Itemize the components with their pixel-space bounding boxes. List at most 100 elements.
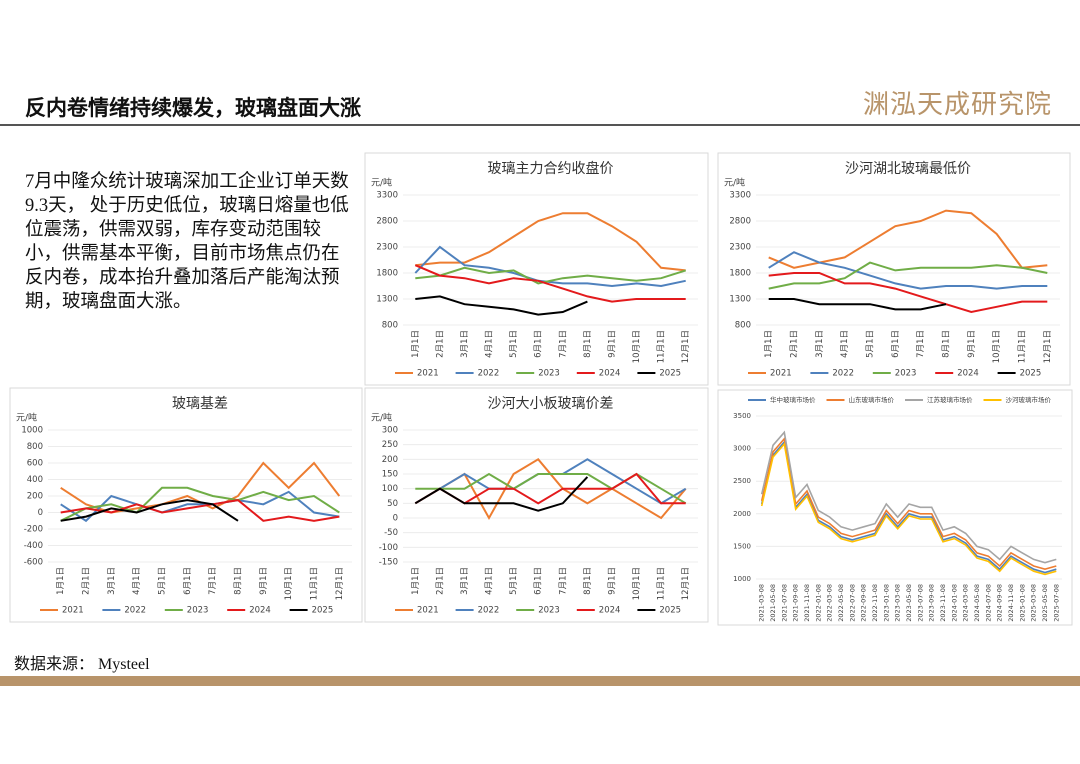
x-tick-label: 9月1日	[607, 330, 617, 358]
y-tick-label: 3300	[729, 191, 751, 201]
legend-label: 2023	[538, 369, 560, 379]
x-tick-label: 7月1日	[916, 330, 926, 358]
legend-label: 2024	[599, 606, 621, 616]
x-tick-label: 6月1日	[183, 567, 193, 595]
y-tick-label: 300	[382, 426, 398, 436]
legend-label: 2023	[895, 369, 917, 379]
legend-label: 山东玻璃市场价	[849, 395, 895, 404]
y-tick-label: 1000	[733, 575, 751, 583]
x-tick-label: 2022-09-08	[860, 584, 868, 622]
x-tick-label: 2025-01-08	[1018, 584, 1026, 622]
x-tick-label: 5月1日	[158, 567, 168, 595]
x-tick-label: 2023-11-08	[939, 584, 947, 622]
legend-label: 2025	[659, 606, 681, 616]
x-tick-label: 12月1日	[681, 567, 691, 600]
x-tick-label: 9月1日	[259, 567, 269, 595]
x-tick-label: 2022-07-08	[848, 584, 856, 622]
x-tick-label: 4月1日	[840, 330, 850, 358]
legend-label: 2024	[249, 606, 271, 616]
y-tick-label: 200	[27, 492, 43, 502]
chart-panel	[717, 389, 1073, 626]
y-tick-label: 0	[38, 508, 43, 518]
x-tick-label: 2023-05-08	[905, 584, 913, 622]
x-tick-label: 9月1日	[607, 567, 617, 595]
x-tick-label: 2023-03-08	[894, 584, 902, 622]
x-tick-label: 6月1日	[534, 330, 544, 358]
series-line	[768, 272, 1048, 314]
y-tick-label: 800	[382, 321, 398, 331]
x-tick-label: 2024-07-08	[984, 584, 992, 622]
x-tick-label: 1月1日	[764, 330, 774, 358]
y-tick-label: -150	[379, 558, 398, 568]
y-tick-label: -50	[384, 528, 398, 538]
x-tick-label: 4月1日	[485, 330, 495, 358]
x-tick-label: 2024-01-08	[950, 584, 958, 622]
chart-title: 玻璃主力合约收盘价	[488, 160, 614, 177]
y-tick-label: -200	[24, 525, 43, 535]
chart-panel	[364, 387, 709, 623]
x-tick-label: 7月1日	[558, 567, 568, 595]
y-tick-label: 250	[382, 440, 398, 450]
y-tick-label: 400	[27, 475, 43, 485]
x-tick-label: 5月1日	[509, 330, 519, 358]
x-tick-label: 1月1日	[411, 567, 421, 595]
y-tick-label: 2300	[729, 243, 751, 253]
y-tick-label: 1500	[733, 542, 751, 550]
x-tick-label: 7月1日	[208, 567, 218, 595]
series-line	[768, 261, 1048, 290]
x-tick-label: 5月1日	[509, 567, 519, 595]
series-line	[415, 266, 687, 285]
y-tick-label: -400	[24, 541, 43, 551]
x-tick-label: 2月1日	[435, 567, 445, 595]
chart-title: 沙河湖北玻璃最低价	[845, 160, 971, 177]
legend-label: 2023	[187, 606, 209, 616]
y-tick-label: 1800	[729, 269, 751, 279]
legend-label: 2024	[957, 369, 979, 379]
x-tick-label: 8月1日	[583, 567, 593, 595]
legend-label: 华中玻璃市场价	[770, 395, 816, 404]
y-tick-label: 1300	[729, 295, 751, 305]
series-line	[414, 245, 686, 288]
x-tick-label: 2021-03-08	[758, 584, 766, 622]
x-tick-label: 2021-05-08	[769, 584, 777, 622]
x-tick-label: 2月1日	[790, 330, 800, 358]
y-tick-label: -100	[379, 543, 398, 553]
x-tick-label: 2025-03-08	[1030, 584, 1038, 622]
x-tick-label: 2023-09-08	[928, 584, 936, 622]
y-tick-label: 3300	[376, 191, 398, 201]
body-text: 7月中隆众统计玻璃深加工企业订单天数9.3天， 处于历史低位，玻璃日熔量也低位震…	[25, 172, 349, 312]
x-tick-label: 10月1日	[992, 330, 1002, 363]
x-tick-label: 12月1日	[335, 567, 345, 600]
x-tick-label: 10月1日	[632, 567, 642, 600]
y-tick-label: 1000	[21, 426, 43, 436]
x-tick-label: 7月1日	[558, 330, 568, 358]
x-tick-label: 10月1日	[284, 567, 294, 600]
legend-label: 2025	[1020, 369, 1042, 379]
y-tick-label: 2000	[733, 510, 751, 518]
chart-title: 沙河大小板玻璃价差	[488, 395, 614, 412]
x-tick-label: 6月1日	[891, 330, 901, 358]
y-axis-label: 元/吨	[16, 412, 37, 424]
y-tick-label: 200	[382, 455, 398, 465]
legend-label: 2022	[832, 369, 854, 379]
x-tick-label: 3月1日	[107, 567, 117, 595]
x-tick-label: 12月1日	[1043, 330, 1053, 363]
x-tick-label: 2024-11-08	[1007, 584, 1015, 622]
source-note: 数据来源： Mysteel	[14, 656, 150, 673]
slide-title: 反内卷情绪持续爆发，玻璃盘面大涨	[25, 96, 361, 120]
y-axis-label: 元/吨	[371, 412, 392, 424]
y-tick-label: 2300	[376, 243, 398, 253]
legend-label: 2024	[599, 369, 621, 379]
legend-label: 江苏玻璃市场价	[927, 395, 973, 404]
x-tick-label: 2021-07-08	[780, 584, 788, 622]
legend-label: 2021	[417, 369, 439, 379]
footer-bar	[0, 676, 1080, 686]
y-tick-label: 50	[387, 499, 398, 509]
y-tick-label: 3500	[733, 412, 751, 420]
x-tick-label: 1月1日	[411, 330, 421, 358]
legend-label: 2022	[478, 369, 500, 379]
series-line	[60, 490, 340, 523]
x-tick-label: 11月1日	[310, 567, 320, 600]
y-tick-label: 2500	[733, 477, 751, 485]
